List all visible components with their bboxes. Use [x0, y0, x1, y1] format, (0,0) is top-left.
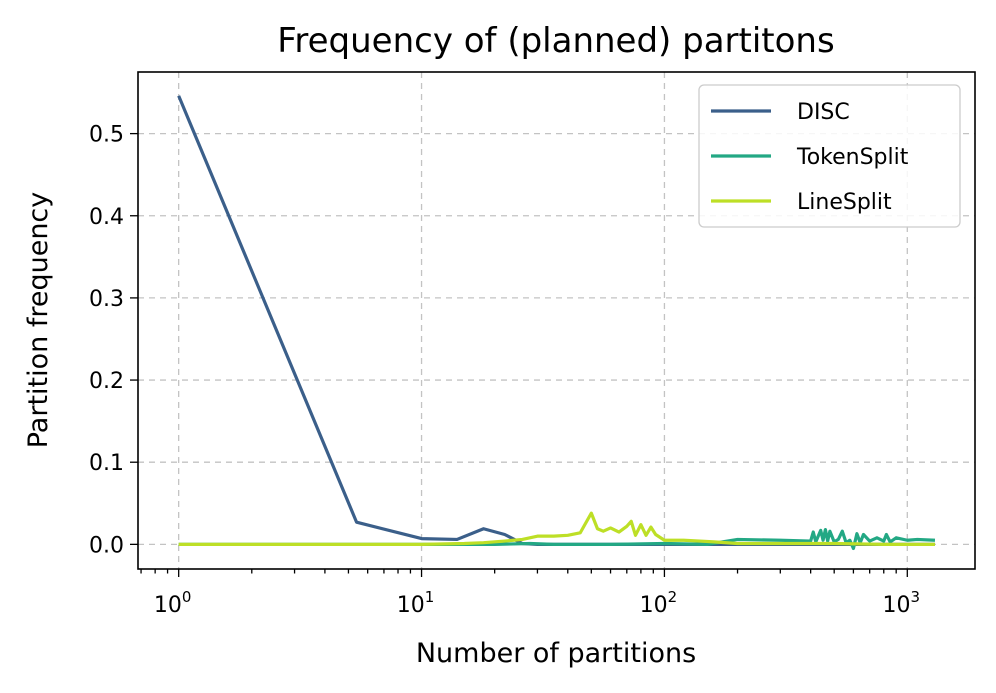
x-tick-exponent: 3 [911, 588, 921, 606]
x-tick-base: 10 [397, 593, 425, 618]
legend-box [698, 84, 961, 228]
plot-frame [137, 71, 976, 570]
x-major-ticks: 100 101 102 103 [154, 569, 920, 618]
y-tick-label: 0.5 [89, 123, 124, 148]
y-ticks: 0.0 0.1 0.2 0.3 0.4 0.5 [89, 123, 138, 558]
x-axis-label: Number of partitions [416, 638, 696, 669]
x-tick-base: 10 [883, 593, 911, 618]
legend-label-disc: DISC [797, 100, 850, 125]
x-tick-label: 102 [640, 588, 678, 618]
y-tick-label: 0.0 [89, 533, 124, 558]
x-tick-label: 103 [883, 588, 921, 618]
plot-area [177, 95, 936, 551]
series-layer [177, 95, 936, 551]
series-line-linesplit [178, 511, 935, 546]
legend-label-tokensplit: TokenSplit [796, 145, 909, 170]
y-tick-label: 0.1 [89, 451, 124, 476]
x-tick-base: 10 [154, 593, 182, 618]
y-tick-label: 0.3 [89, 287, 124, 312]
legend-label-linesplit: LineSplit [797, 190, 892, 215]
y-tick-label: 0.2 [89, 369, 124, 394]
x-tick-exponent: 2 [668, 588, 678, 606]
legend: DISC TokenSplit LineSplit [698, 84, 961, 228]
y-tick-label: 0.4 [89, 205, 124, 230]
x-tick-label: 101 [397, 588, 435, 618]
chart-title: Frequency of (planned) partitons [277, 21, 834, 61]
y-axis-label: Partition frequency [23, 192, 54, 449]
series-line-tokensplit [178, 527, 936, 551]
x-tick-base: 10 [640, 593, 668, 618]
x-tick-exponent: 1 [425, 588, 435, 606]
x-tick-exponent: 0 [182, 588, 192, 606]
x-tick-label: 100 [154, 588, 192, 618]
